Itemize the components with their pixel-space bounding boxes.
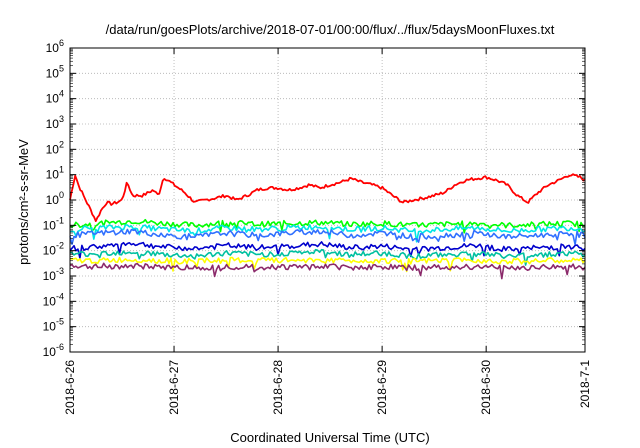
y-axis-label: protons/cm²-s-sr-MeV bbox=[16, 139, 31, 265]
y-tick-label: 104 bbox=[46, 89, 64, 106]
y-tick-label: 103 bbox=[46, 114, 64, 131]
series-line-5 bbox=[69, 241, 586, 260]
y-tick-label: 10-2 bbox=[43, 241, 64, 258]
y-tick-label: 106 bbox=[46, 38, 64, 55]
y-axis-ticks: 10-6 10-5 10-4 10-3 10-2 10-1 100 101 102 103 104 1… bbox=[43, 38, 585, 359]
series-line-6 bbox=[69, 248, 586, 266]
x-axis-ticks: 2018-6-26 2018-6-27 2018-6-28 2018-6-29 2018… bbox=[63, 48, 592, 415]
y-tick-label: 10-5 bbox=[43, 317, 64, 334]
x-tick-label: 2018-6-26 bbox=[63, 360, 77, 415]
series-line-2 bbox=[69, 218, 586, 234]
x-tick-label: 2018-6-27 bbox=[167, 360, 181, 415]
series-line-3 bbox=[69, 224, 586, 243]
plot-frame bbox=[69, 47, 586, 353]
y-tick-label: 100 bbox=[46, 190, 64, 207]
y-tick-label: 10-4 bbox=[43, 291, 64, 308]
y-tick-label: 10-1 bbox=[43, 215, 64, 232]
chart-title: /data/run/goesPlots/archive/2018-07-01/0… bbox=[106, 22, 555, 37]
y-tick-label: 101 bbox=[46, 165, 64, 182]
series-line-7 bbox=[69, 256, 586, 273]
x-tick-label: 2018-6-30 bbox=[479, 360, 493, 415]
x-tick-label: 2018-6-28 bbox=[271, 360, 285, 415]
y-tick-label: 105 bbox=[46, 63, 64, 80]
series-line-8 bbox=[69, 262, 586, 280]
y-tick-label: 10-3 bbox=[43, 266, 64, 283]
x-axis-label: Coordinated Universal Time (UTC) bbox=[230, 430, 429, 445]
series-line-4 bbox=[69, 228, 586, 246]
series-line-1 bbox=[69, 173, 586, 223]
grid-lines bbox=[70, 48, 585, 352]
data-series bbox=[69, 173, 586, 280]
x-tick-label: 2018-7-1 bbox=[578, 360, 592, 408]
y-tick-label: 10-6 bbox=[43, 342, 64, 359]
x-tick-label: 2018-6-29 bbox=[375, 360, 389, 415]
y-tick-label: 102 bbox=[46, 139, 64, 156]
